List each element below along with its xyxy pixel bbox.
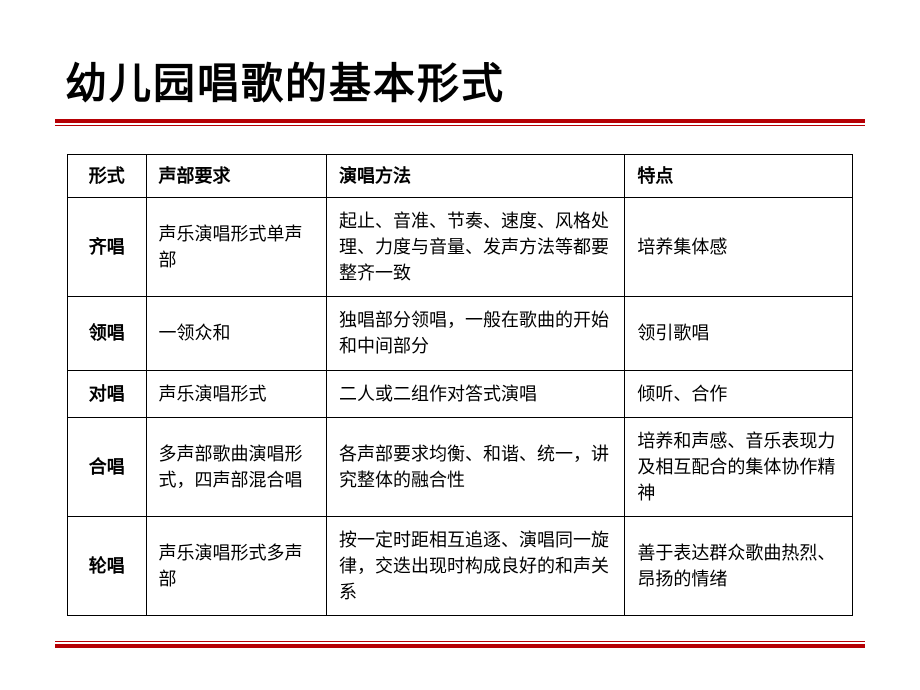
cell-method: 起止、音准、节奏、速度、风格处理、力度与音量、发声方法等都要整齐一致 — [327, 198, 625, 297]
table-row: 齐唱 声乐演唱形式单声部 起止、音准、节奏、速度、风格处理、力度与音量、发声方法… — [68, 198, 853, 297]
divider-thick — [55, 119, 865, 123]
col-header-method: 演唱方法 — [327, 155, 625, 198]
table-row: 领唱 一领众和 独唱部分领唱，一般在歌曲的开始和中间部分 领引歌唱 — [68, 297, 853, 370]
cell-feature: 培养和声感、音乐表现力及相互配合的集体协作精神 — [625, 417, 853, 516]
cell-form: 轮唱 — [68, 516, 147, 615]
cell-feature: 倾听、合作 — [625, 370, 853, 417]
cell-form: 领唱 — [68, 297, 147, 370]
table-row: 合唱 多声部歌曲演唱形式，四声部混合唱 各声部要求均衡、和谐、统一，讲究整体的融… — [68, 417, 853, 516]
cell-feature: 培养集体感 — [625, 198, 853, 297]
cell-requirement: 声乐演唱形式多声部 — [146, 516, 327, 615]
cell-requirement: 一领众和 — [146, 297, 327, 370]
cell-requirement: 多声部歌曲演唱形式，四声部混合唱 — [146, 417, 327, 516]
table-row: 对唱 声乐演唱形式 二人或二组作对答式演唱 倾听、合作 — [68, 370, 853, 417]
slide: 幼儿园唱歌的基本形式 形式 声部要求 演唱方法 特点 齐唱 声乐演唱形式单声部 … — [0, 0, 920, 690]
col-header-form: 形式 — [68, 155, 147, 198]
footer-divider-thick — [55, 644, 865, 648]
cell-form: 对唱 — [68, 370, 147, 417]
cell-form: 齐唱 — [68, 198, 147, 297]
cell-feature: 领引歌唱 — [625, 297, 853, 370]
col-header-requirement: 声部要求 — [146, 155, 327, 198]
cell-feature: 善于表达群众歌曲热烈、昂扬的情绪 — [625, 516, 853, 615]
cell-requirement: 声乐演唱形式单声部 — [146, 198, 327, 297]
cell-method: 二人或二组作对答式演唱 — [327, 370, 625, 417]
forms-table: 形式 声部要求 演唱方法 特点 齐唱 声乐演唱形式单声部 起止、音准、节奏、速度… — [67, 154, 853, 616]
divider-thin — [55, 125, 865, 126]
cell-method: 按一定时距相互追逐、演唱同一旋律，交迭出现时构成良好的和声关系 — [327, 516, 625, 615]
col-header-feature: 特点 — [625, 155, 853, 198]
cell-method: 各声部要求均衡、和谐、统一，讲究整体的融合性 — [327, 417, 625, 516]
page-title: 幼儿园唱歌的基本形式 — [55, 50, 865, 111]
footer-divider-thin — [55, 641, 865, 642]
table-container: 形式 声部要求 演唱方法 特点 齐唱 声乐演唱形式单声部 起止、音准、节奏、速度… — [55, 154, 865, 616]
cell-requirement: 声乐演唱形式 — [146, 370, 327, 417]
cell-method: 独唱部分领唱，一般在歌曲的开始和中间部分 — [327, 297, 625, 370]
table-row: 轮唱 声乐演唱形式多声部 按一定时距相互追逐、演唱同一旋律，交迭出现时构成良好的… — [68, 516, 853, 615]
table-header-row: 形式 声部要求 演唱方法 特点 — [68, 155, 853, 198]
cell-form: 合唱 — [68, 417, 147, 516]
